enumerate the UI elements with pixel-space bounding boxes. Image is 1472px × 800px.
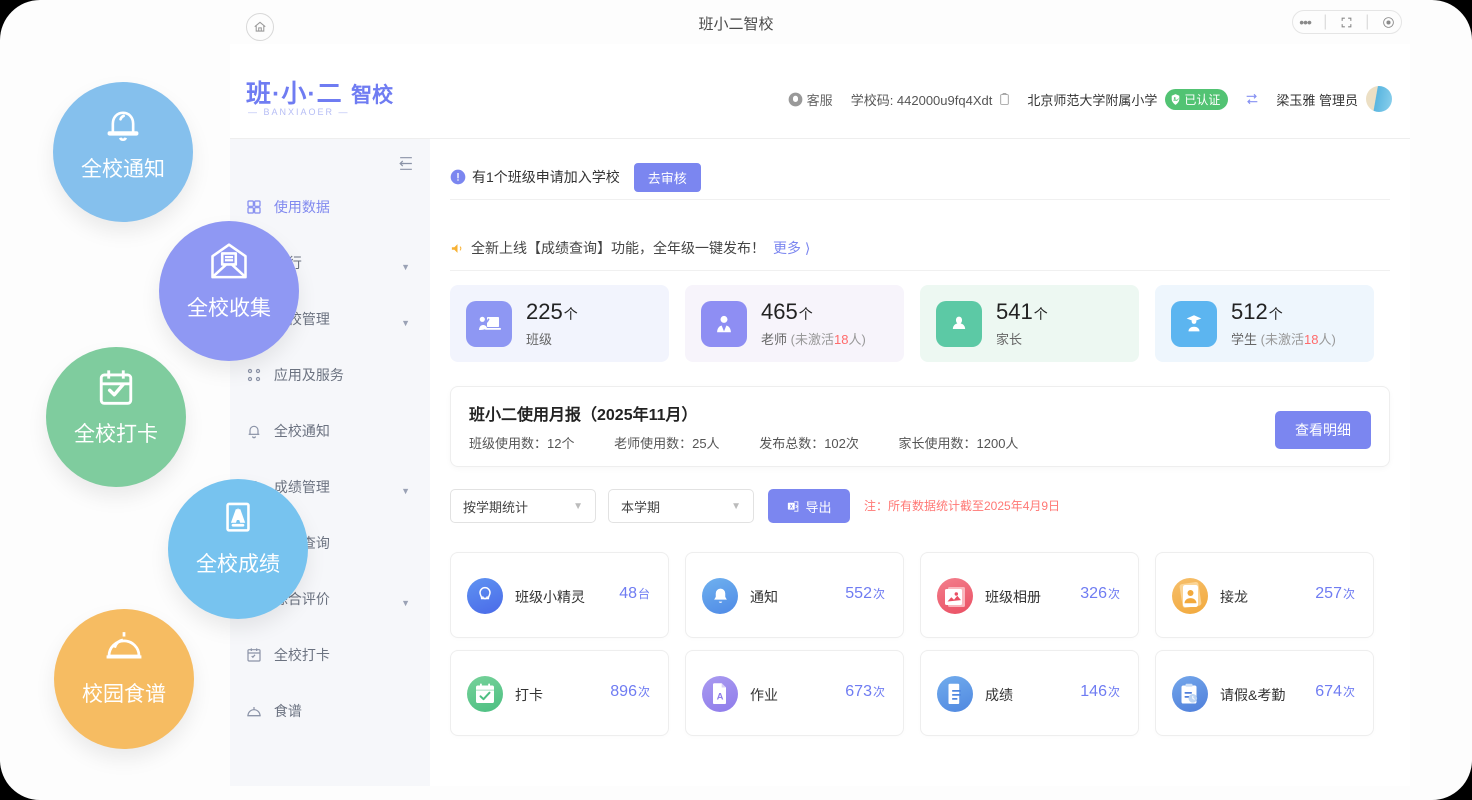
- svg-text:A: A: [717, 692, 724, 703]
- svg-text:A: A: [232, 508, 243, 525]
